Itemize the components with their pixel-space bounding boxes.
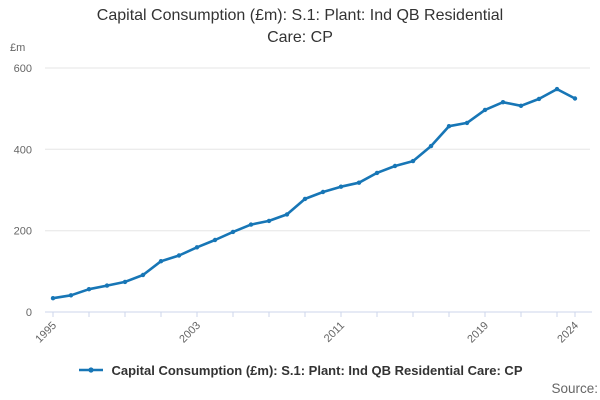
data-point-marker [410,158,416,164]
data-point-marker [86,287,92,292]
data-point-marker [122,279,128,285]
x-axis-tick-label: 2024 [555,320,581,346]
data-point-marker [356,180,362,185]
data-point-marker [158,259,164,264]
data-point-marker [500,100,506,105]
line-chart: 0 200 400 600 1995 2003 2011 2019 2024 [14,63,592,346]
legend-series-marker-icon [78,367,103,373]
data-point-marker [50,296,56,301]
x-axis-tick-label: 1995 [33,320,59,346]
data-point-marker [302,196,308,202]
data-point-marker [176,253,182,258]
data-point-marker [464,120,470,126]
y-axis-tick-label: 400 [14,144,32,156]
data-point-marker [536,96,542,102]
series-line [51,87,577,300]
x-axis-tick-label: 2011 [322,320,347,345]
x-axis-tick-label: 2019 [465,320,491,346]
data-point-marker [518,103,524,109]
legend-series-label: Capital Consumption (£m): S.1: Plant: In… [111,362,523,378]
data-point-marker [266,218,272,224]
data-point-marker [104,283,110,288]
data-point-marker [248,222,254,227]
data-point-marker [392,163,398,169]
y-axis-tick-label: 200 [14,226,32,238]
data-point-marker [338,184,344,189]
data-point-marker [572,96,578,101]
y-axis-unit-label: £m [10,42,26,54]
data-point-marker [68,293,74,298]
y-axis-tick-label: 600 [14,63,32,75]
chart-title: Capital Consumption (£m): S.1: Plant: In… [96,7,504,46]
legend-item[interactable]: Capital Consumption (£m): S.1: Plant: In… [0,360,600,380]
data-point-marker [554,86,560,92]
data-point-marker [230,229,236,235]
data-point-marker [428,143,434,149]
x-axis-tick-label: 2003 [177,320,203,346]
source-label: Source: [551,381,598,396]
data-point-marker [140,272,146,278]
data-point-marker [212,237,218,243]
data-point-marker [482,107,488,113]
data-point-marker [320,189,326,195]
y-axis-tick-label: 0 [26,307,32,319]
data-point-marker [446,124,452,129]
data-point-marker [284,212,290,217]
data-point-marker [194,245,200,250]
data-point-marker [374,170,380,176]
